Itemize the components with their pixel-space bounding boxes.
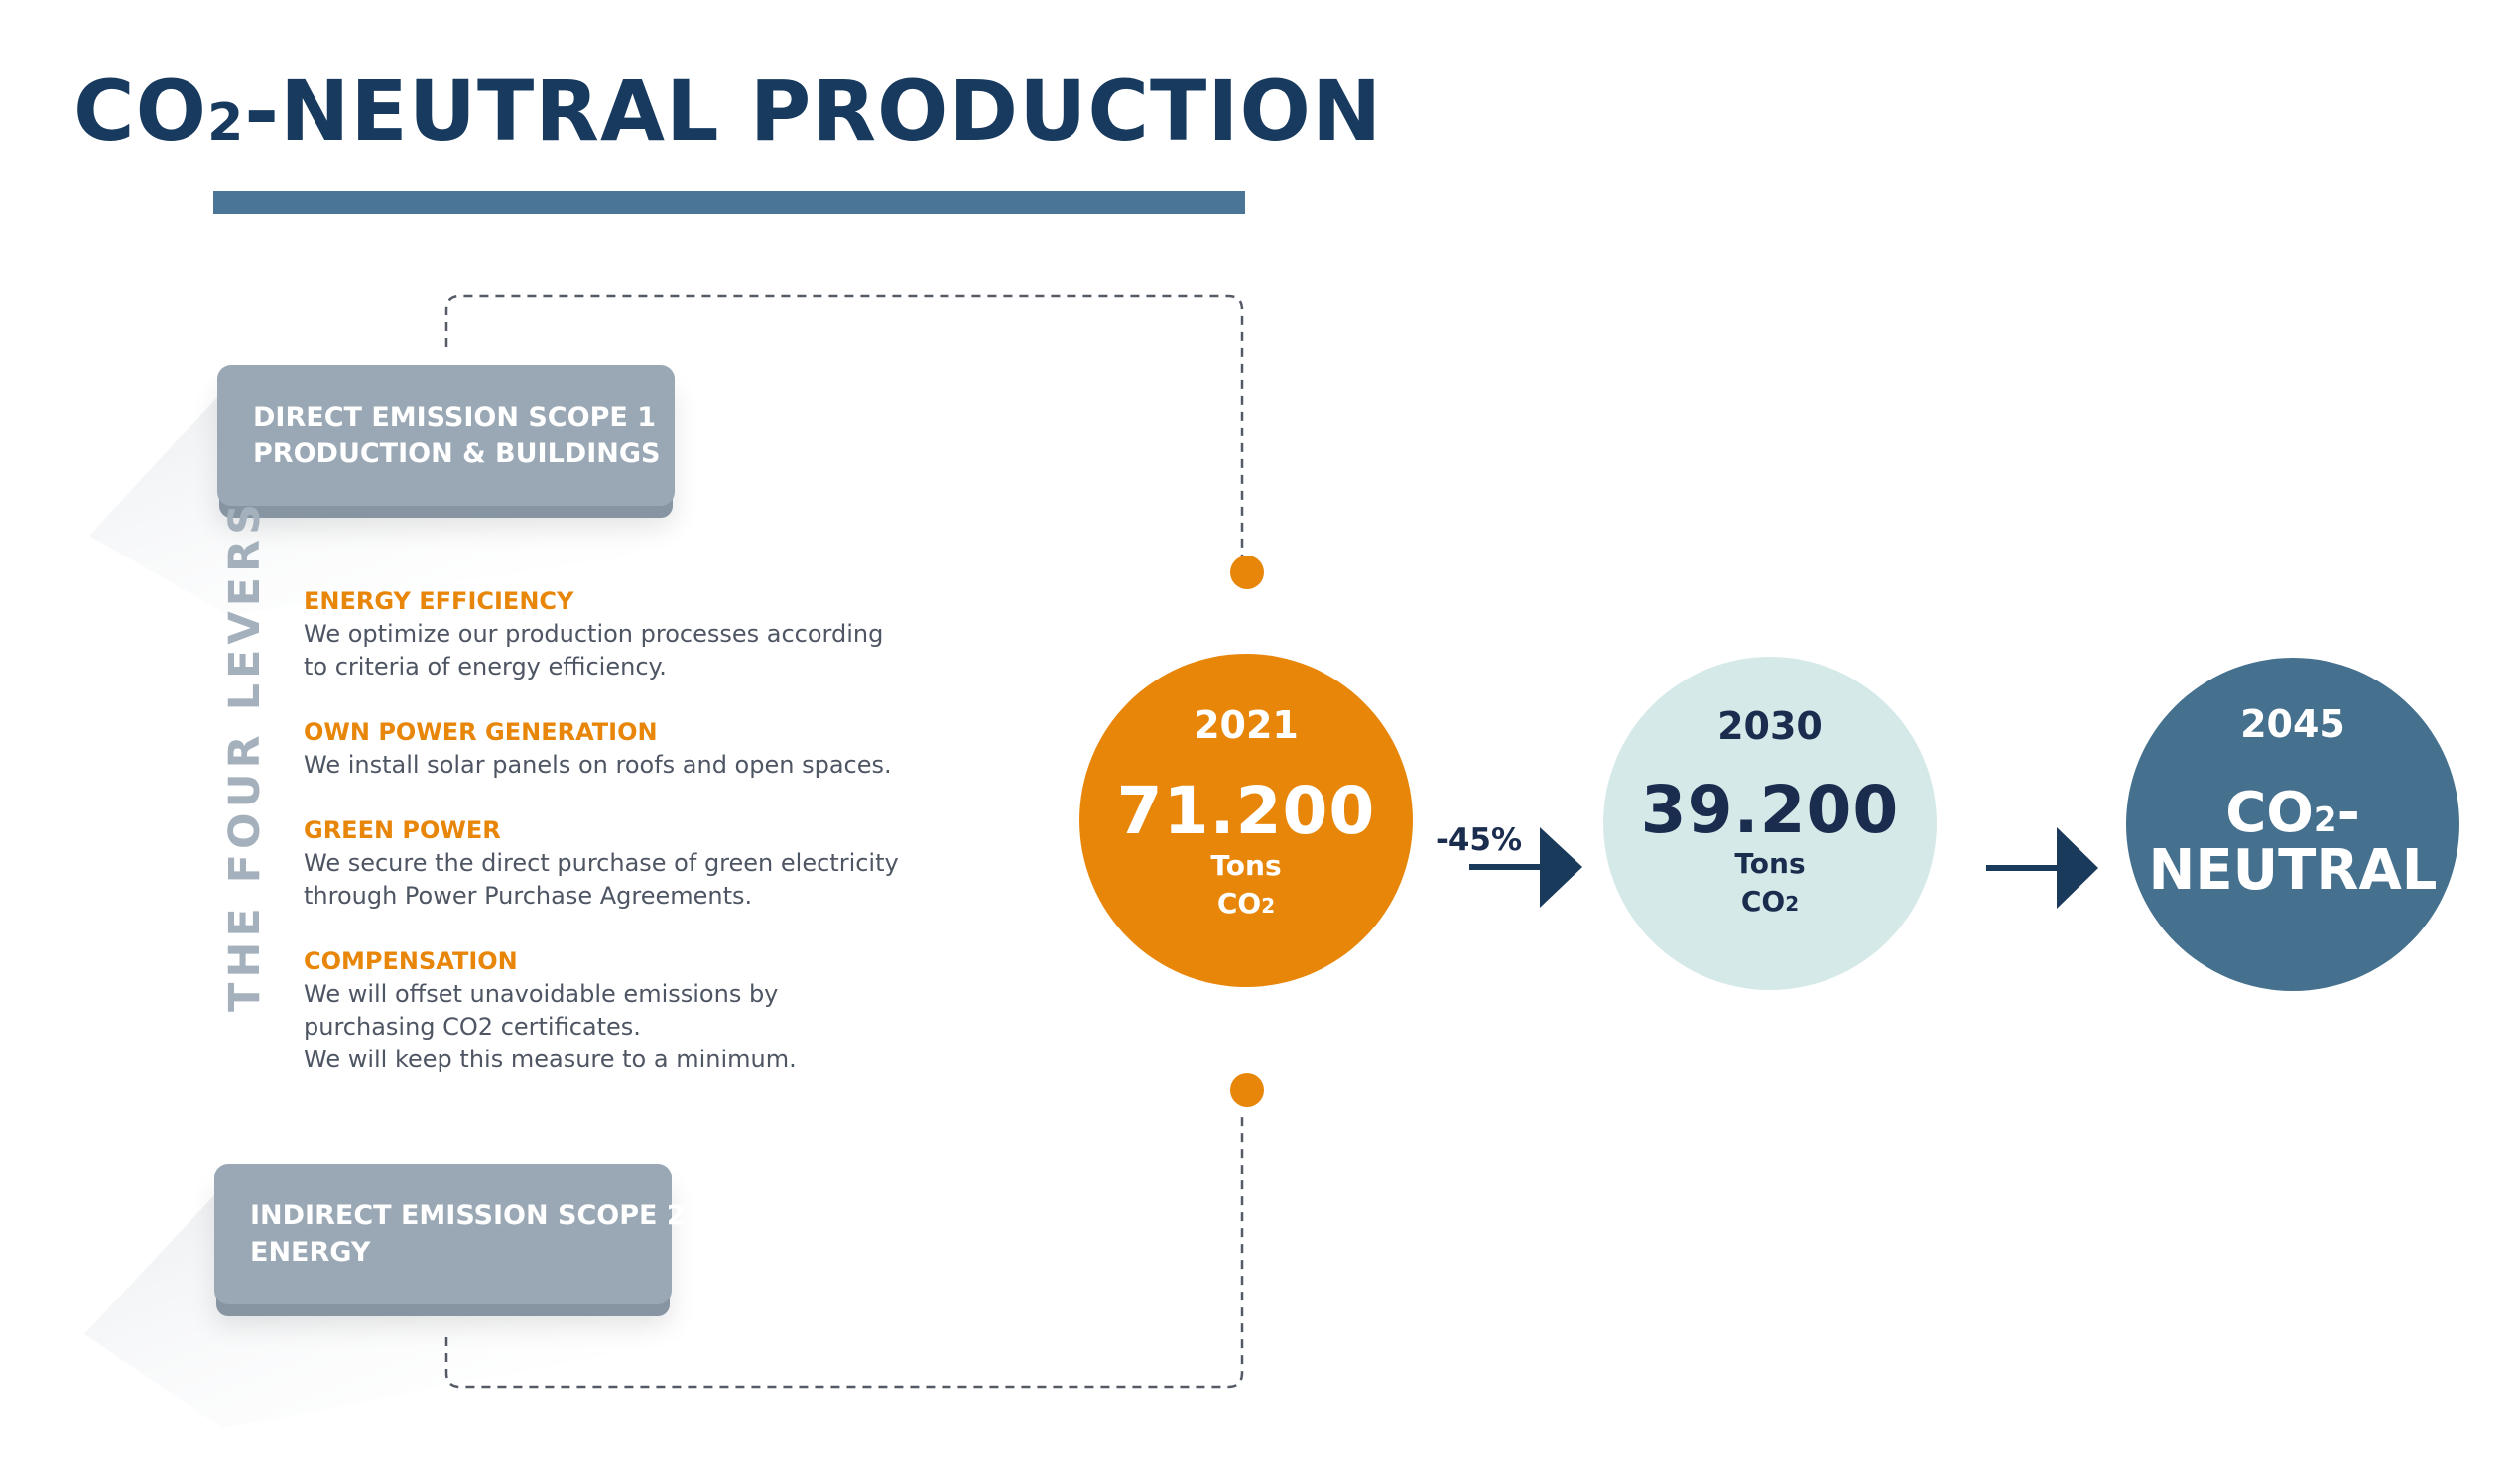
milestone-co2: CO2 — [1216, 887, 1276, 920]
lever-text: We will offset unavoidable emissions by — [304, 980, 779, 1008]
milestone-unit: Tons — [1734, 847, 1806, 880]
scope1-line2: PRODUCTION & BUILDINGS — [253, 438, 661, 469]
arrow-right-icon — [1469, 827, 1582, 908]
milestone-2045-circle: 2045 CO2- NEUTRAL — [2126, 658, 2459, 991]
lever-text: purchasing CO2 certificates. — [304, 1013, 641, 1041]
scope2-line1: INDIRECT EMISSION SCOPE 2 — [250, 1200, 686, 1231]
lever-text: We install solar panels on roofs and ope… — [304, 751, 892, 779]
milestone-year: 2045 — [2240, 702, 2345, 746]
milestone-2021-circle: 2021 71.200 Tons CO2 — [1079, 654, 1413, 987]
milestone-year: 2030 — [1717, 704, 1823, 748]
arrow-right-icon — [1986, 827, 2098, 909]
milestone-status: NEUTRAL — [2148, 838, 2438, 903]
scope2-box: INDIRECT EMISSION SCOPE 2 ENERGY — [214, 1164, 686, 1304]
lever-text: We secure the direct purchase of green e… — [304, 849, 899, 877]
page-title: CO2-NEUTRAL PRODUCTION — [73, 62, 1383, 160]
milestone-value: 39.200 — [1640, 772, 1900, 848]
milestone-co2: CO2- — [2225, 781, 2360, 845]
dashed-connector-top — [444, 294, 1244, 556]
dashed-connector-bottom — [444, 1111, 1244, 1389]
scope2-line2: ENERGY — [250, 1237, 371, 1268]
connector-dot-bottom — [1230, 1073, 1264, 1107]
lever-compensation: COMPENSATION We will offset unavoidable … — [304, 945, 998, 1076]
lever-title: COMPENSATION — [304, 947, 518, 975]
connector-dot-top — [1230, 556, 1264, 589]
milestone-2030-circle: 2030 39.200 Tons CO2 — [1603, 657, 1937, 990]
lever-text: We will keep this measure to a minimum. — [304, 1046, 797, 1073]
lever-green-power: GREEN POWER We secure the direct purchas… — [304, 814, 998, 913]
title-underline — [213, 191, 1245, 214]
reduction-label: -45% — [1436, 822, 1523, 858]
milestone-year: 2021 — [1194, 703, 1299, 747]
milestone-value: 71.200 — [1116, 773, 1376, 849]
scope1-box: DIRECT EMISSION SCOPE 1 PRODUCTION & BUI… — [217, 365, 675, 506]
lever-text: to criteria of energy efficiency. — [304, 653, 667, 680]
lever-text: through Power Purchase Agreements. — [304, 882, 753, 910]
lever-title: ENERGY EFFICIENCY — [304, 587, 574, 615]
four-levers-label: THE FOUR LEVERS — [220, 498, 270, 1012]
lever-own-power-generation: OWN POWER GENERATION We install solar pa… — [304, 716, 998, 782]
milestone-unit: Tons — [1210, 849, 1282, 882]
lever-text: We optimize our production processes acc… — [304, 620, 884, 648]
milestone-co2: CO2 — [1740, 885, 1800, 918]
lever-title: OWN POWER GENERATION — [304, 718, 658, 746]
lever-title: GREEN POWER — [304, 816, 501, 844]
lever-energy-efficiency: ENERGY EFFICIENCY We optimize our produc… — [304, 585, 998, 683]
scope1-line1: DIRECT EMISSION SCOPE 1 — [253, 402, 656, 433]
